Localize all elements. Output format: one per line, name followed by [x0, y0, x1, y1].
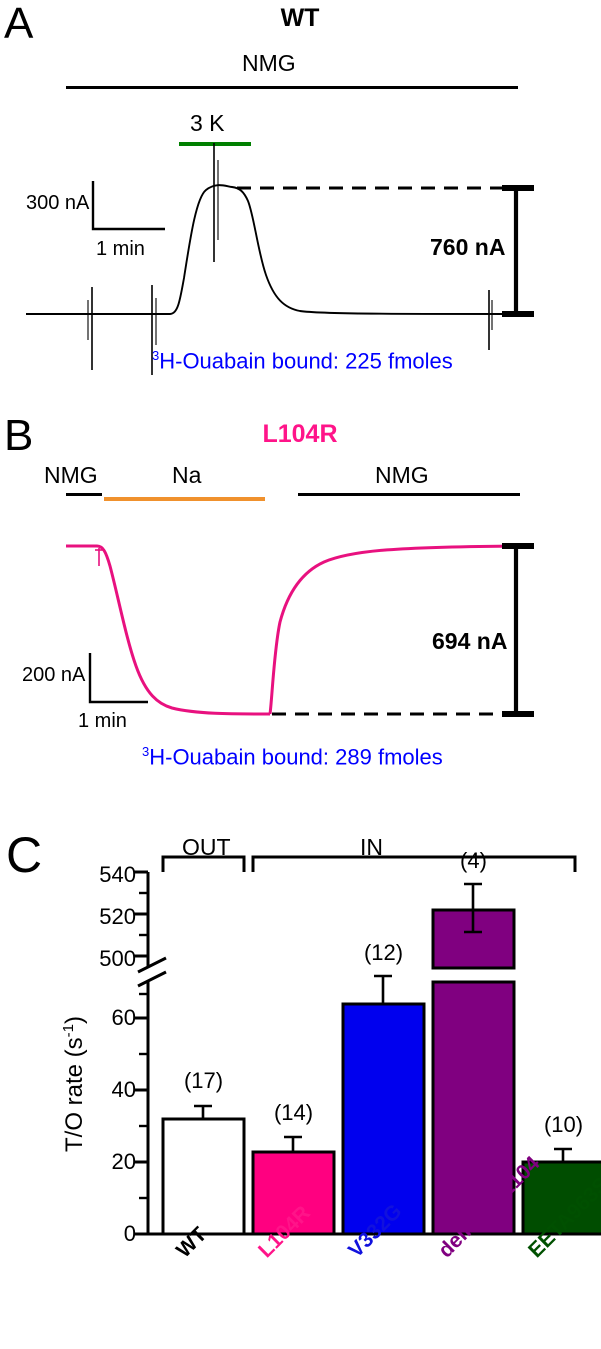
group-bracket-in: [251, 855, 577, 872]
panel-b-current-scale-label: 200 nA: [22, 664, 86, 686]
y-tick-label-60: 60: [111, 1005, 136, 1030]
panel-b-binding-note-sup: 3: [142, 744, 150, 759]
panel-a-pulse-label: 3 K: [190, 110, 225, 136]
panel-b-time-scale-label: 1 min: [78, 710, 127, 732]
panel-a-title: WT: [280, 4, 320, 32]
y-tick-label-520: 520: [99, 904, 136, 929]
panel-b-nmg-bar-right: [298, 493, 520, 496]
panel-letter-b: B: [4, 411, 34, 460]
axis-break-mark-1: [137, 956, 167, 974]
bar-wt: [161, 1117, 246, 1236]
panel-a-binding-note: 3H-Ouabain bound: 225 fmoles: [152, 348, 453, 374]
panel-b-amplitude-label: 694 nA: [432, 628, 508, 654]
y-tick-label-0: 0: [123, 1221, 136, 1246]
group-label-in: IN: [360, 834, 383, 860]
panel-b-trace-recovery: [268, 544, 517, 715]
panel-b-nmg-bar-left: [66, 493, 102, 496]
y-tick-label-20: 20: [111, 1149, 136, 1174]
panel-letter-a: A: [4, 0, 34, 48]
panel-b-scale-bar: [88, 653, 148, 704]
panel-a-binding-note-text: H-Ouabain bound: 225 fmoles: [159, 348, 453, 374]
n-label-delf100-l104: (4): [460, 848, 487, 873]
panel-b-nmg-label-right: NMG: [375, 462, 429, 488]
n-label-l104r: (14): [273, 1100, 314, 1125]
bar-eeta963s: [521, 1160, 601, 1236]
n-label-eeta963s: (10): [543, 1112, 584, 1137]
panel-a-3k-bar: [179, 142, 251, 146]
bar-chart-svg: [134, 855, 601, 1236]
panel-b: B L104R NMG Na NMG 200 nA 1 min 694 nA 3…: [0, 400, 601, 800]
panel-b-trace-svg: [66, 543, 534, 717]
panel-c: C OUT IN T/O rate (s-1) 540 520 500 60 4…: [0, 800, 601, 1349]
panel-b-title: L104R: [262, 420, 338, 448]
panel-a-amplitude-label: 760 nA: [430, 234, 506, 260]
panel-a-time-scale-label: 1 min: [96, 238, 145, 260]
y-tick-label-40: 40: [111, 1077, 136, 1102]
panel-a-binding-note-sup: 3: [152, 348, 160, 363]
panel-b-na-bar: [104, 497, 265, 501]
panel-b-binding-note: 3H-Ouabain bound: 289 fmoles: [142, 744, 443, 770]
panel-a-scale-bar: [91, 181, 165, 231]
y-tick-label-540: 540: [99, 862, 136, 887]
panel-b-nmg-label-left: NMG: [44, 462, 98, 488]
bar-v332g: [341, 1002, 426, 1236]
panel-a-trace-svg: [26, 143, 534, 375]
n-label-wt: (17): [183, 1068, 224, 1093]
panel-b-trace-descent: [66, 544, 271, 716]
panel-b-binding-note-text: H-Ouabain bound: 289 fmoles: [149, 744, 443, 770]
panel-b-na-label: Na: [172, 462, 202, 488]
panel-a-nmg-label: NMG: [242, 50, 296, 76]
bar-delf100-l104-lower: [431, 980, 516, 1236]
y-tick-label-500: 500: [99, 946, 136, 971]
panel-letter-c: C: [6, 827, 43, 883]
panel-a-nmg-bar: [66, 86, 518, 89]
panel-a-current-scale-label: 300 nA: [26, 192, 90, 214]
panel-a: A WT NMG 3 K 300 nA 1 min 760 nA 3H-Ouab…: [0, 0, 601, 400]
n-label-v332g: (12): [363, 940, 404, 965]
axis-break-mark-2: [137, 970, 167, 988]
group-bracket-out: [161, 855, 246, 872]
panel-a-current-trace: [26, 184, 517, 315]
